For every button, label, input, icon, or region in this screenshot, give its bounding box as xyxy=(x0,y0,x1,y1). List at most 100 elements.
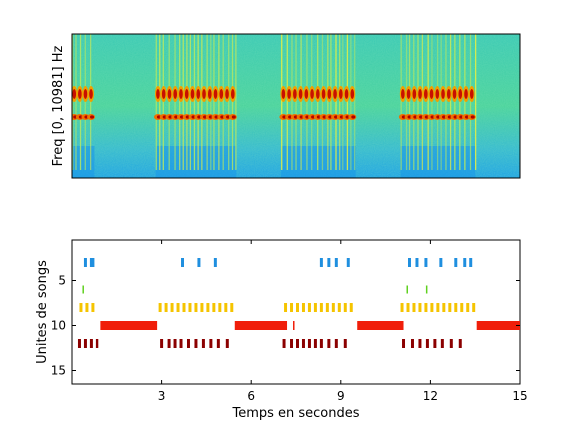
axis-ticks: 3 6 9 12 15 5 10 15 xyxy=(51,240,528,403)
y-tick-label: 15 xyxy=(51,364,66,378)
broadband-streak xyxy=(417,34,419,170)
unit-8-mark xyxy=(79,303,83,312)
unit-12-mark xyxy=(209,339,213,348)
unit-12-mark xyxy=(307,339,311,348)
unit-8-series xyxy=(79,303,476,312)
unit-3-mark xyxy=(439,258,443,267)
unit-8-mark xyxy=(200,303,204,312)
song-units-panel: 3 6 9 12 15 5 10 15 Temps en secondes Unites de… xyxy=(35,239,528,421)
x-tick-label: 6 xyxy=(247,389,255,403)
spectrogram-panel: Freq [0, 10981] Hz xyxy=(51,33,521,179)
syllable-upper-core xyxy=(458,89,463,99)
unit-12-mark xyxy=(313,339,317,348)
unit-8-mark xyxy=(442,303,446,312)
syllable-upper-core xyxy=(429,89,434,99)
unit-12-mark xyxy=(334,339,338,348)
broadband-streak xyxy=(235,34,237,170)
broadband-streak xyxy=(474,34,477,170)
syllable-upper-core xyxy=(83,89,88,99)
unit-8-mark xyxy=(301,303,305,312)
broadband-streak xyxy=(306,34,308,170)
song-bout xyxy=(398,34,477,178)
unit-12-mark xyxy=(327,339,331,348)
syllable-upper-core xyxy=(321,89,326,99)
song-bout xyxy=(279,34,357,178)
unit-8-mark xyxy=(290,303,294,312)
broadband-streak xyxy=(72,34,74,170)
unit-12-mark xyxy=(201,339,205,348)
unit-8-mark xyxy=(454,303,458,312)
unit-8-mark xyxy=(194,303,198,312)
unit-12-mark xyxy=(83,339,87,348)
syllable-upper-core xyxy=(167,89,172,99)
broadband-streak xyxy=(335,34,337,170)
broadband-streak xyxy=(427,34,429,170)
broadband-streak xyxy=(295,34,297,170)
broadband-streak xyxy=(350,34,352,170)
broadband-streak xyxy=(330,34,332,170)
unit-12-mark xyxy=(95,339,99,348)
unit-8-mark xyxy=(406,303,410,312)
unit-8-mark xyxy=(472,303,476,312)
syllable-upper-core xyxy=(344,89,349,99)
unit-12-mark xyxy=(418,339,422,348)
broadband-streak xyxy=(449,34,452,170)
unit-8-mark xyxy=(296,303,299,312)
unit-8-mark xyxy=(448,303,452,312)
x-tick-label: 15 xyxy=(512,389,527,403)
syllable-upper-core xyxy=(225,89,229,99)
syllable-upper-core xyxy=(412,89,417,99)
unit-8-mark xyxy=(436,303,440,312)
unit-6-mark xyxy=(425,285,428,294)
unit-12-mark xyxy=(290,339,294,348)
broadband-streak xyxy=(213,34,215,170)
unit-3-series xyxy=(83,258,473,267)
spectrogram-ylabel: Freq [0, 10981] Hz xyxy=(51,45,66,166)
syllable-upper-core xyxy=(89,89,93,99)
unit-6-mark xyxy=(82,285,84,294)
syllable-upper-core xyxy=(293,89,297,99)
syllable-upper-core xyxy=(406,89,411,99)
unit-12-mark xyxy=(319,339,323,348)
unit-12-mark xyxy=(449,339,453,348)
syllable-upper-core xyxy=(327,89,332,99)
syllable-upper-core xyxy=(446,89,451,99)
broadband-streak xyxy=(89,34,92,170)
broadband-streak xyxy=(182,34,184,170)
unit-8-mark xyxy=(176,303,180,312)
syllable-upper-core xyxy=(184,89,189,99)
unit-12-mark xyxy=(225,339,229,348)
syllable-upper-core xyxy=(464,89,468,99)
broadband-streak xyxy=(79,34,82,170)
broadband-streak xyxy=(311,34,313,170)
broadband-streak xyxy=(464,34,466,170)
unit-12-series xyxy=(77,339,462,348)
syllable-upper-core xyxy=(424,89,428,99)
broadband-streak xyxy=(201,34,203,170)
broadband-streak xyxy=(440,34,442,170)
broadband-streak xyxy=(342,34,344,170)
y-tick-label: 5 xyxy=(58,274,66,288)
unit-8-mark xyxy=(224,303,228,312)
unit-3-mark xyxy=(346,258,350,267)
spectrogram-image xyxy=(72,34,520,178)
broadband-streak xyxy=(346,34,349,170)
unit-12-mark xyxy=(440,339,444,348)
unit-8-mark xyxy=(424,303,428,312)
unit-8-mark xyxy=(337,303,341,312)
syllable-upper-core xyxy=(156,89,160,99)
unit-8-mark xyxy=(218,303,222,312)
unit-12-mark xyxy=(410,339,414,348)
unit-8-mark xyxy=(170,303,174,312)
broadband-streak xyxy=(413,34,415,170)
unit-8-mark xyxy=(182,303,186,312)
unit-12-mark xyxy=(179,339,183,348)
syllable-upper-core xyxy=(298,89,303,99)
syllable-upper-core xyxy=(207,89,212,99)
unit-8-mark xyxy=(319,303,323,312)
unit-12-mark xyxy=(296,339,299,348)
unit-8-mark xyxy=(412,303,416,312)
unit-8-mark xyxy=(430,303,434,312)
x-axis-label: Temps en secondes xyxy=(231,406,359,421)
unit-8-mark xyxy=(460,303,464,312)
